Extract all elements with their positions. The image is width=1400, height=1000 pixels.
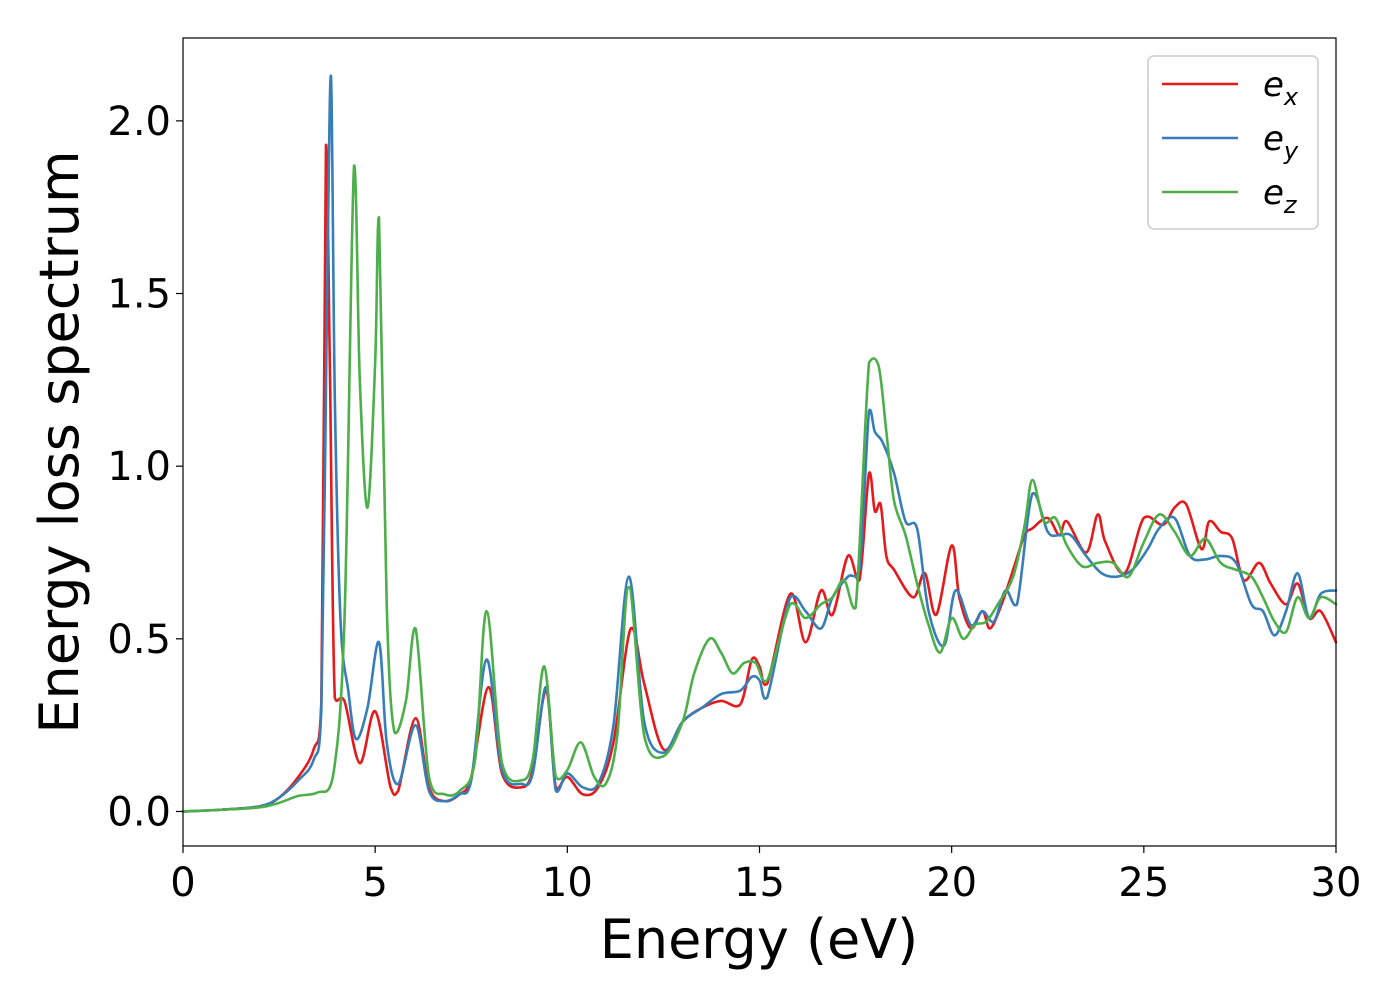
x-tick-label: 10 xyxy=(542,860,593,906)
x-tick-label: 0 xyxy=(170,860,195,906)
x-axis: 0 5 10 15 20 25 30 xyxy=(170,846,1361,906)
series-layer xyxy=(181,74,1338,813)
y-axis: 0.0 0.5 1.0 1.5 2.0 xyxy=(107,99,183,835)
x-tick-label: 30 xyxy=(1311,860,1362,906)
x-tick-label: 20 xyxy=(926,860,977,906)
y-tick-label: 2.0 xyxy=(107,99,171,145)
y-tick-label: 1.0 xyxy=(107,444,171,490)
series-line-z xyxy=(181,164,1338,813)
y-tick-label: 0.0 xyxy=(107,789,171,835)
legend-label-z: ez xyxy=(1263,173,1298,219)
x-tick-label: 15 xyxy=(734,860,785,906)
y-axis-title: Energy loss spectrum xyxy=(28,150,91,733)
series-line-x xyxy=(181,143,1338,813)
legend-box xyxy=(1147,55,1319,230)
legend: ex ey ez xyxy=(1147,55,1319,230)
legend-label-x: ex xyxy=(1263,65,1299,111)
x-tick-label: 5 xyxy=(362,860,387,906)
series-line-y xyxy=(181,74,1338,813)
y-tick-label: 0.5 xyxy=(107,617,171,663)
x-axis-title: Energy (eV) xyxy=(600,908,919,971)
legend-label-y: ey xyxy=(1263,119,1299,165)
y-tick-label: 1.5 xyxy=(107,272,171,318)
x-tick-label: 25 xyxy=(1118,860,1169,906)
